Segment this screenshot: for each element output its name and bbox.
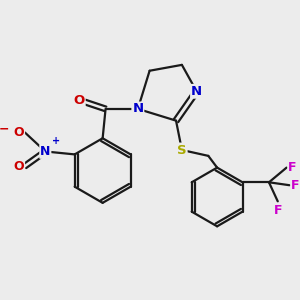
Text: N: N xyxy=(132,102,143,116)
Text: −: − xyxy=(0,123,10,136)
Text: N: N xyxy=(40,145,50,158)
Text: F: F xyxy=(274,204,282,217)
Text: S: S xyxy=(177,143,187,157)
Text: +: + xyxy=(52,136,60,146)
Text: O: O xyxy=(74,94,85,106)
Text: O: O xyxy=(14,126,24,139)
Text: N: N xyxy=(191,85,202,98)
Text: F: F xyxy=(288,161,297,174)
Text: F: F xyxy=(291,179,300,192)
Text: O: O xyxy=(14,160,24,172)
